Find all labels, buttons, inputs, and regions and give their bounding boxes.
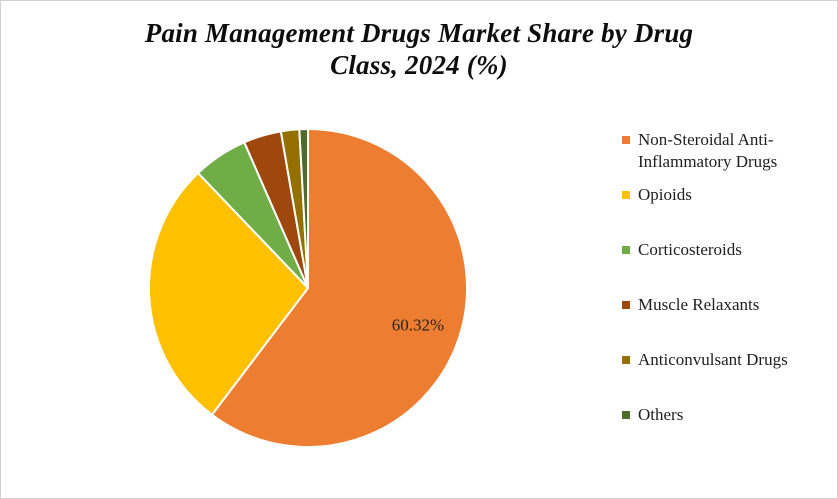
legend-item-muscle-relaxants: Muscle Relaxants — [622, 294, 827, 349]
legend-swatch-icon — [622, 356, 630, 364]
pie-slice-non-steroidal-anti-inflammatory-drugs — [210, 127, 468, 448]
legend-item-non-steroidal-anti-inflammatory-drugs: Non-Steroidal Anti-Inflammatory Drugs — [622, 129, 827, 184]
pie-data-label: 60.32% — [392, 316, 444, 335]
legend-label: Corticosteroids — [638, 240, 742, 259]
legend-label: Others — [638, 405, 684, 424]
legend-swatch-icon — [622, 136, 630, 144]
legend-swatch-icon — [622, 411, 630, 419]
chart-title-line-1: Pain Management Drugs Market Share by Dr… — [144, 18, 694, 48]
legend-item-opioids: Opioids — [622, 184, 827, 239]
chart-legend: Non-Steroidal Anti-Inflammatory Drugs Opi… — [622, 129, 827, 459]
legend-swatch-icon — [622, 246, 630, 254]
legend-label: Anticonvulsant Drugs — [638, 350, 788, 369]
legend-label: Muscle Relaxants — [638, 295, 760, 314]
legend-item-others: Others — [622, 404, 827, 459]
legend-label: Non-Steroidal Anti-Inflammatory Drugs — [638, 130, 778, 171]
pie-slice-others — [298, 127, 309, 289]
legend-swatch-icon — [622, 191, 630, 199]
legend-item-corticosteroids: Corticosteroids — [622, 239, 827, 294]
legend-label: Opioids — [638, 185, 692, 204]
legend-item-anticonvulsant-drugs: Anticonvulsant Drugs — [622, 349, 827, 404]
pie-slice-opioids — [148, 171, 310, 417]
legend-swatch-icon — [622, 301, 630, 309]
chart-title: Pain Management Drugs Market Share by Dr… — [1, 17, 837, 81]
chart-title-line-2: Class, 2024 (%) — [330, 50, 508, 80]
